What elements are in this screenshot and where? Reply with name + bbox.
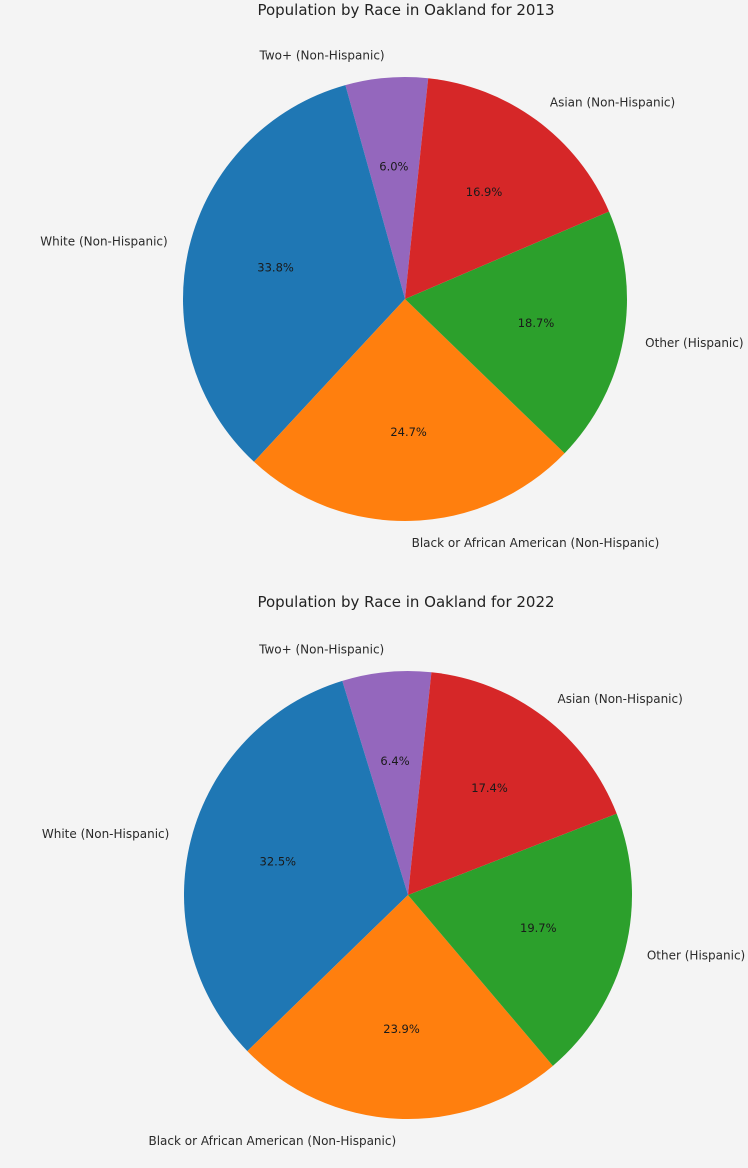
pie-chart-2013: Population by Race in Oakland for 2013 6…	[40, 1, 743, 550]
slice-label-other-hispanic: Other (Hispanic)	[647, 948, 745, 962]
pie-slice-other-hispanic	[405, 211, 627, 454]
pct-label-black-or-african-american-non-hispanic: 23.9%	[383, 1022, 420, 1036]
slice-label-black-or-african-american-non-hispanic: Black or African American (Non-Hispanic)	[148, 1134, 396, 1148]
pct-label-white-non-hispanic: 33.8%	[257, 261, 294, 275]
pct-label-asian-non-hispanic: 16.9%	[466, 185, 503, 199]
pie-slice-white-non-hispanic	[183, 680, 408, 1052]
pct-label-other-hispanic: 18.7%	[518, 316, 555, 330]
slice-label-white-non-hispanic: White (Non-Hispanic)	[40, 234, 167, 248]
pct-label-white-non-hispanic: 32.5%	[260, 855, 297, 869]
pct-label-other-hispanic: 19.7%	[520, 921, 557, 935]
chart-title: Population by Race in Oakland for 2013	[257, 1, 554, 19]
slice-label-asian-non-hispanic: Asian (Non-Hispanic)	[550, 95, 675, 109]
slice-label-white-non-hispanic: White (Non-Hispanic)	[42, 827, 169, 841]
slice-label-other-hispanic: Other (Hispanic)	[645, 336, 743, 350]
chart-title: Population by Race in Oakland for 2022	[257, 593, 554, 611]
pie-slice-other-hispanic	[408, 813, 632, 1066]
pie-slice-asian-non-hispanic	[408, 672, 617, 895]
pie-slice-two-non-hispanic	[342, 671, 432, 895]
pct-label-black-or-african-american-non-hispanic: 24.7%	[390, 425, 427, 439]
pct-label-asian-non-hispanic: 17.4%	[471, 781, 508, 795]
slice-label-asian-non-hispanic: Asian (Non-Hispanic)	[557, 692, 682, 706]
pie-slice-two-non-hispanic	[345, 77, 429, 299]
slice-label-two-non-hispanic: Two+ (Non-Hispanic)	[259, 49, 385, 63]
pie-chart-2022: Population by Race in Oakland for 2022 6…	[42, 593, 745, 1148]
pct-label-two-non-hispanic: 6.0%	[379, 159, 408, 173]
pct-label-two-non-hispanic: 6.4%	[380, 754, 409, 768]
pie-slice-black-or-african-american-non-hispanic	[253, 299, 565, 521]
pie-slice-black-or-african-american-non-hispanic	[247, 895, 553, 1119]
slice-label-two-non-hispanic: Two+ (Non-Hispanic)	[258, 643, 384, 657]
pie-slice-asian-non-hispanic	[405, 78, 610, 299]
pie-slice-white-non-hispanic	[183, 85, 405, 462]
slice-label-black-or-african-american-non-hispanic: Black or African American (Non-Hispanic)	[412, 536, 660, 550]
